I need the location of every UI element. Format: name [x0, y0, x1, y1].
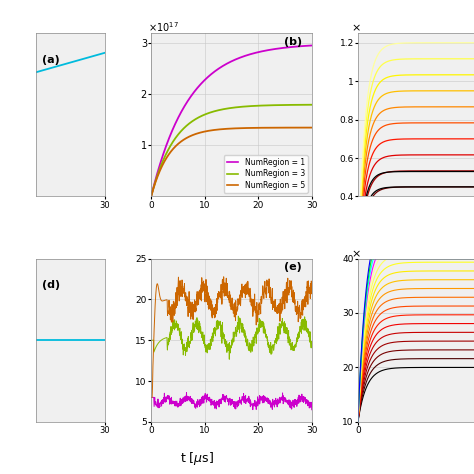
Text: $\times$: $\times$: [351, 23, 361, 34]
Text: (e): (e): [284, 262, 302, 272]
Text: (d): (d): [43, 280, 61, 290]
Text: (b): (b): [284, 36, 302, 46]
Text: $\times 10^{17}$: $\times 10^{17}$: [148, 20, 179, 34]
Text: t [$\mu$s]: t [$\mu$s]: [180, 450, 214, 467]
Text: (a): (a): [43, 55, 60, 64]
Text: $\times$: $\times$: [351, 248, 361, 259]
Legend: NumRegion = 1, NumRegion = 3, NumRegion = 5: NumRegion = 1, NumRegion = 3, NumRegion …: [224, 155, 308, 192]
